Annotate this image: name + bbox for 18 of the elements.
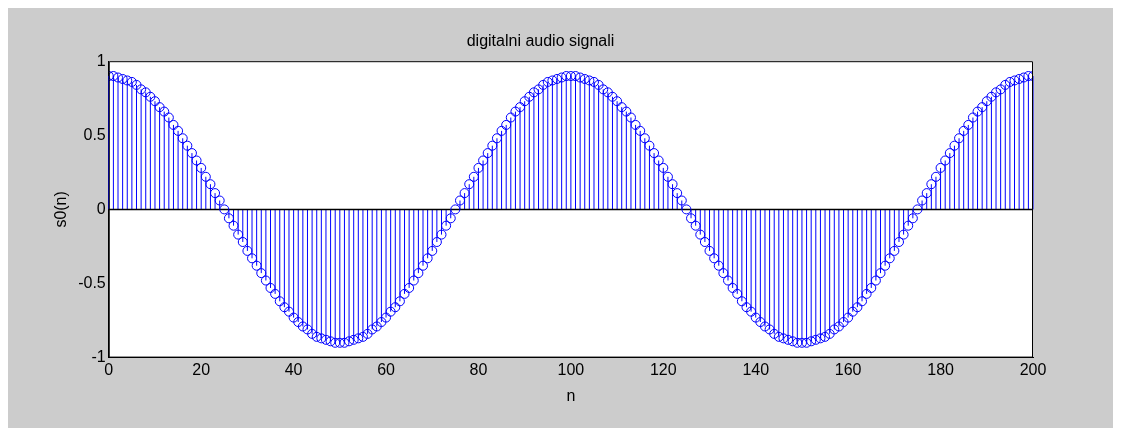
y-tick-label: 0.5 (83, 125, 106, 143)
x-tick-label: 40 (284, 360, 303, 378)
x-tick-label: 200 (1019, 360, 1047, 378)
x-axis-title: n (566, 386, 576, 404)
x-tick-label: 100 (557, 360, 585, 378)
chart-title: digitalni audio signali (466, 32, 615, 50)
x-tick-label: 60 (377, 360, 396, 378)
x-tick-label: 120 (649, 360, 677, 378)
y-tick-label: -1 (91, 348, 106, 366)
y-tick-label: 1 (96, 51, 106, 69)
x-tick-label: 80 (469, 360, 488, 378)
y-axis-title: s0(n) (52, 191, 70, 228)
x-tick-label: 20 (192, 360, 211, 378)
x-tick-label: 140 (742, 360, 770, 378)
x-tick-label: 180 (927, 360, 955, 378)
x-tick-label: 160 (834, 360, 862, 378)
y-tick-label: -0.5 (78, 273, 106, 291)
y-tick-label: 0 (96, 199, 106, 217)
